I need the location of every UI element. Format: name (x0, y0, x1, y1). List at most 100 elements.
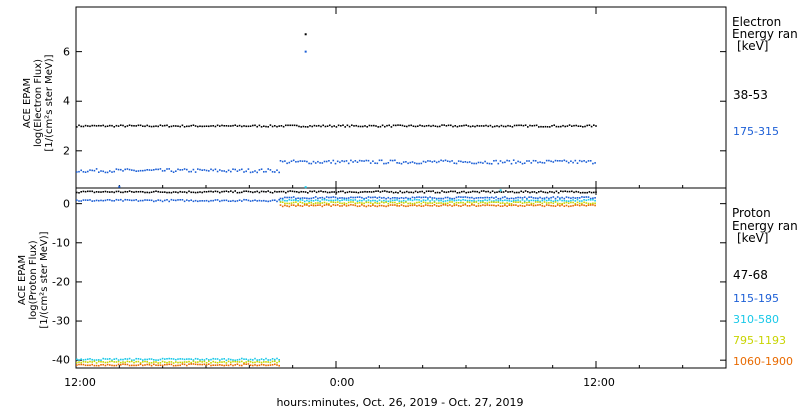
proton-point (172, 362, 175, 364)
electron-point (260, 168, 263, 170)
electron-point (144, 125, 146, 128)
proton-point (252, 191, 254, 194)
proton-point (517, 196, 519, 199)
proton-point (581, 196, 583, 198)
proton-point (365, 205, 368, 208)
proton-point (556, 199, 559, 202)
electron-point (170, 170, 173, 172)
proton-point (543, 201, 546, 203)
electron-point (476, 124, 478, 127)
x-tick-label-2: 12:00 (583, 376, 615, 389)
proton-point (563, 205, 566, 207)
proton-point (243, 198, 245, 201)
proton-point (539, 204, 541, 206)
proton-point (497, 200, 500, 202)
proton-point (450, 190, 452, 193)
electron-point (563, 159, 566, 162)
proton-point (267, 190, 269, 192)
electron-point (511, 126, 514, 128)
electron-point (390, 126, 393, 128)
electron-point (571, 125, 573, 127)
proton-point (538, 191, 540, 193)
proton-point (352, 201, 354, 203)
electron-point (386, 124, 388, 127)
electron-point (373, 124, 375, 127)
proton-point (328, 199, 330, 202)
electron-point (531, 125, 533, 127)
proton-point (188, 363, 190, 365)
proton-point (559, 198, 561, 201)
proton-point (128, 364, 131, 367)
proton-point (241, 357, 243, 360)
proton-point (341, 202, 343, 205)
proton-point (507, 191, 509, 193)
proton-point (295, 199, 297, 201)
proton-point (227, 191, 230, 193)
electron-point (440, 159, 442, 162)
electron-point (91, 124, 93, 127)
proton-point (424, 196, 427, 198)
proton-point (117, 199, 120, 201)
electron-point (483, 125, 485, 127)
electron-point (370, 124, 373, 127)
proton-point (205, 199, 208, 202)
proton-point (82, 363, 85, 366)
proton-point (170, 361, 173, 363)
proton-point (84, 190, 87, 193)
electron-point (301, 160, 304, 162)
proton-point (137, 360, 140, 363)
electron-point (135, 125, 137, 127)
proton-point (247, 359, 250, 361)
proton-point (389, 197, 392, 200)
proton-point (576, 204, 579, 206)
electron-point (234, 124, 236, 126)
proton-point (356, 200, 359, 202)
proton-point (117, 363, 120, 366)
proton-point (210, 364, 212, 367)
proton-point (566, 190, 569, 193)
electron-point (271, 125, 274, 128)
proton-point (585, 202, 588, 204)
electron-point (412, 125, 415, 127)
proton-point (219, 361, 221, 363)
proton-point (468, 205, 471, 207)
proton-point (405, 201, 407, 203)
proton-point (216, 364, 219, 366)
proton-point (374, 205, 376, 207)
electron-point (587, 160, 590, 162)
proton-point (543, 197, 546, 199)
proton-point (146, 363, 148, 366)
electron-point (518, 124, 520, 127)
proton-point (405, 196, 407, 199)
proton-point (504, 196, 506, 198)
electron-point (177, 125, 179, 127)
proton-point (479, 196, 482, 199)
proton-point (323, 204, 326, 206)
proton-point (289, 190, 291, 192)
proton-point (128, 190, 131, 192)
proton-point (150, 362, 153, 364)
proton-point (303, 197, 306, 199)
electron-point (500, 124, 503, 127)
proton-point (453, 197, 456, 200)
proton-point (111, 199, 113, 202)
proton-point (431, 202, 434, 204)
proton-point (518, 191, 520, 194)
electron-point (166, 124, 168, 127)
electron-point (583, 160, 585, 162)
proton-point (325, 203, 328, 206)
proton-point (236, 191, 239, 194)
electron-point (407, 162, 409, 165)
electron-point (221, 124, 223, 127)
proton-point (521, 199, 524, 201)
proton-point (102, 357, 104, 360)
proton-point (565, 196, 568, 198)
electron-point (423, 125, 426, 128)
proton-point (398, 200, 401, 202)
proton-point (387, 205, 390, 207)
proton-point (98, 360, 100, 363)
proton-point (578, 197, 581, 199)
proton-point (468, 201, 471, 204)
proton-point (497, 197, 500, 200)
proton-point (420, 200, 423, 202)
